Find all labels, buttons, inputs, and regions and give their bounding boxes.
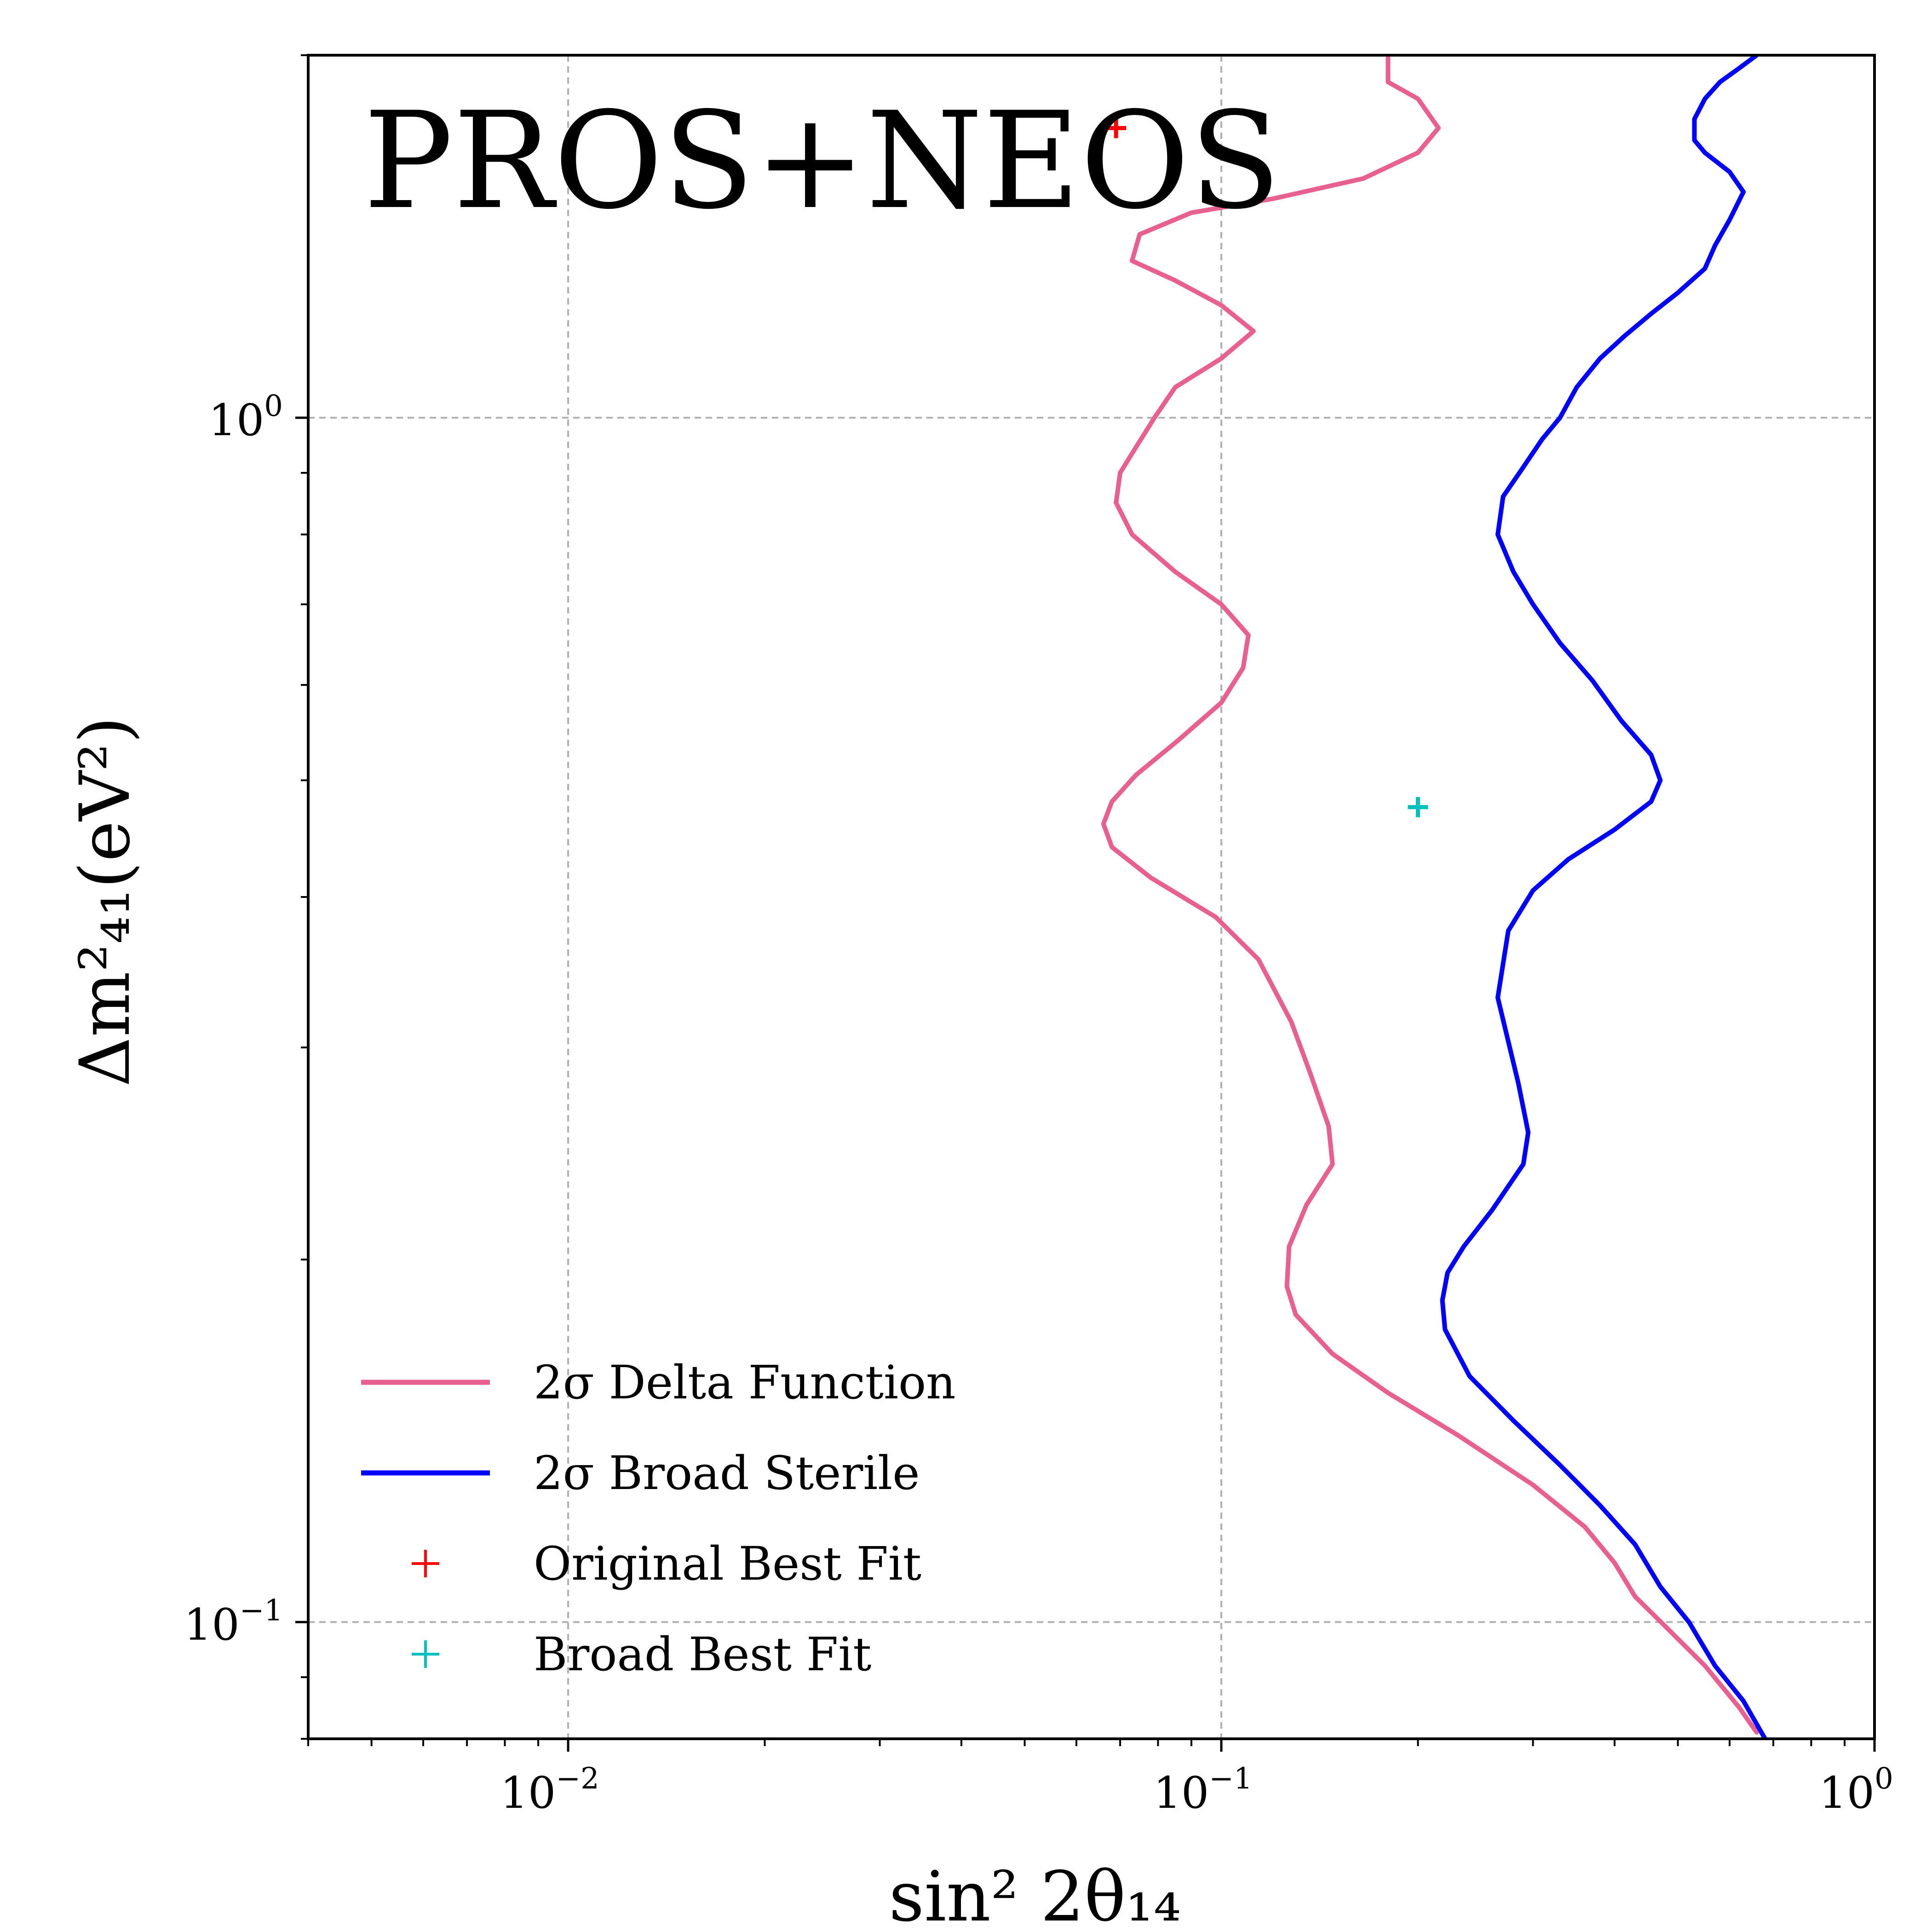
marker-broad-best-fit bbox=[1408, 797, 1428, 817]
marker-original-best-fit bbox=[1106, 118, 1127, 138]
y-tick-label-1: 100 bbox=[208, 389, 283, 446]
legend-marker-swatch bbox=[412, 1550, 439, 1577]
series-line-broad-sterile bbox=[1440, 55, 1768, 1739]
legend-item-1: 2σ Broad Sterile bbox=[361, 1446, 920, 1500]
y-axis-label: Δm²₄₁(eV²) bbox=[65, 716, 145, 1087]
legend-item-3: Broad Best Fit bbox=[412, 1627, 871, 1681]
x-tick-label-0: 10−2 bbox=[500, 1762, 599, 1818]
x-axis-label: sin² 2θ₁₄ bbox=[889, 1857, 1181, 1932]
legend-label: 2σ Delta Function bbox=[534, 1356, 956, 1409]
y-tick-label-0: 10−1 bbox=[184, 1593, 283, 1650]
axis-ticks bbox=[295, 54, 1876, 1752]
legend-label: Original Best Fit bbox=[534, 1537, 921, 1591]
legend: 2σ Delta Function 2σ Broad Sterile Origina… bbox=[361, 1356, 956, 1681]
marker-layer bbox=[1106, 118, 1428, 817]
series-layer bbox=[1101, 55, 1768, 1739]
legend-item-0: 2σ Delta Function bbox=[361, 1356, 956, 1409]
legend-item-2: Original Best Fit bbox=[412, 1537, 921, 1591]
x-tick-label-2: 100 bbox=[1819, 1762, 1893, 1818]
legend-label: Broad Best Fit bbox=[534, 1627, 871, 1681]
chart-title: PROS+NEOS bbox=[363, 84, 1281, 239]
series-line-delta-function bbox=[1101, 55, 1759, 1735]
tick-labels: 10−2 10−1 100 10−1 100 bbox=[184, 389, 1893, 1818]
legend-marker-swatch bbox=[412, 1640, 439, 1668]
grid bbox=[308, 55, 1874, 1739]
x-tick-label-1: 10−1 bbox=[1153, 1762, 1252, 1818]
legend-label: 2σ Broad Sterile bbox=[534, 1446, 920, 1500]
